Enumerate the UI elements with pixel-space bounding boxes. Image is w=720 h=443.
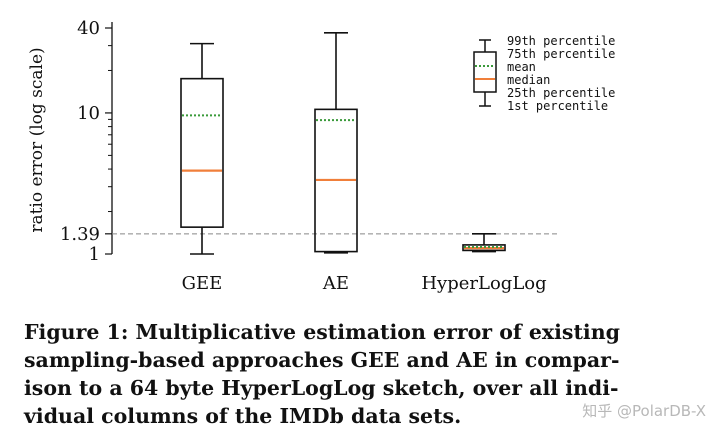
x-tick-label: AE xyxy=(322,273,349,294)
y-tick-label: 1.39 xyxy=(60,224,100,245)
caption-line: vidual columns of the IMDb data sets. xyxy=(24,404,462,428)
box-plot-chart: 11.39 10 40 GEE AE HyperLogLog 99th percenti… xyxy=(27,18,615,294)
x-tick-label: HyperLogLog xyxy=(421,273,546,294)
plot-area: GEE AE HyperLogLog xyxy=(112,31,558,294)
box-gee: GEE xyxy=(180,42,224,294)
legend-entry: 25th percentile xyxy=(507,86,615,100)
caption-line: sampling-based approaches GEE and AE in … xyxy=(24,348,620,372)
axes: 11.39 10 40 xyxy=(60,18,113,265)
watermark: 知乎 @PolarDB-X xyxy=(582,402,706,420)
y-axis-label: ratio error (log scale) xyxy=(27,47,47,232)
y-tick-label: 1 xyxy=(89,244,100,265)
legend-entry: mean xyxy=(507,60,536,74)
figure-caption: Figure 1: Multiplicative estimation erro… xyxy=(24,318,664,430)
iqr-box xyxy=(314,108,358,253)
iqr-box xyxy=(180,77,224,228)
legend-entry: 1st percentile xyxy=(507,99,608,113)
x-tick-label: GEE xyxy=(182,273,223,294)
legend-entry: 75th percentile xyxy=(507,47,615,61)
box-ae: AE xyxy=(314,31,358,294)
legend-entry: median xyxy=(507,73,550,87)
legend-entry: 99th percentile xyxy=(507,34,615,48)
caption-line: ison to a 64 byte HyperLogLog sketch, ov… xyxy=(24,376,619,400)
y-tick-label: 10 xyxy=(77,103,100,124)
y-tick-label: 40 xyxy=(77,18,100,39)
box-hyperloglog: HyperLogLog xyxy=(421,233,547,294)
caption-line: Figure 1: Multiplicative estimation erro… xyxy=(24,320,620,344)
iqr-box xyxy=(462,244,506,252)
legend-box xyxy=(473,51,497,93)
